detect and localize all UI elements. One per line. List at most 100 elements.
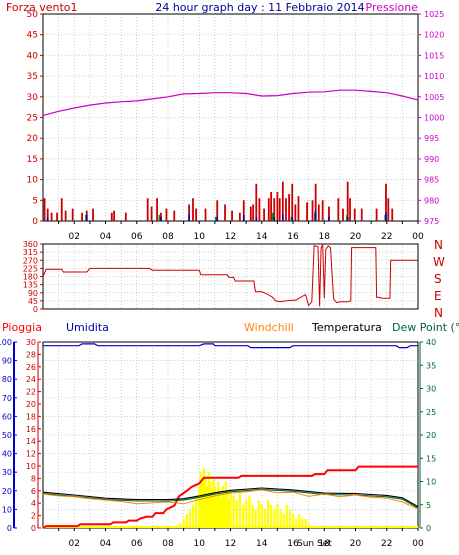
wind-gust-bar [110,212,113,221]
wind-avg-bar [282,214,284,221]
x-tick-label: 02 [69,539,80,549]
wind-gust-bar [56,212,58,221]
wind-gust-bar [297,196,300,221]
pressure-y-tick-label: 990 [424,155,439,164]
wind-avg-bar [255,216,258,221]
wind-gust-bar [314,183,317,221]
pressure-y-tick-label: 1020 [424,31,444,40]
pressure-line [42,89,419,116]
rain-rate-bar [301,518,304,528]
wind-gust-bar [71,208,74,221]
rain-rate-bar [227,500,231,528]
wind-gust-bar [146,198,149,221]
rain-rate-bar [202,467,206,528]
rain-rate-bar [238,490,242,528]
compass-s: S [434,272,442,286]
pressure-y-tick-label: 1025 [424,10,444,19]
wind-y-tick-label: 25 [27,114,38,124]
pressure-y-tick-label: 980 [424,196,439,205]
graph-title: 24 hour graph day : 11 Febbraio 2014 [155,1,364,14]
windchill-legend: Windchill [244,321,294,334]
x-tick-label: 00 [412,539,424,549]
humidity-y-tick-label: 4 [31,499,36,508]
wind-gust-bar [294,204,297,221]
rain-rate-bar [226,490,229,528]
temperature-y-tick-label: 15 [426,454,436,463]
rain-rate-bar [276,504,279,528]
x-tick-label: 18 [319,539,331,549]
humidity-legend: Umidita [66,321,109,334]
wind-gust-bar [353,208,356,221]
rain-rate-bar [179,523,182,528]
x-tick-label: 06 [131,539,143,549]
rain-rate-bar [217,481,220,528]
rain-rate-bar [232,495,235,528]
sunset-annotation: Sun Set [297,539,332,549]
wind-gust-bar [255,183,258,221]
rain-rate-bar [279,509,282,528]
temperature-legend: Temperatura [311,321,382,334]
wind-gust-bar [43,198,46,221]
wind-gust-bar [328,206,330,221]
windchill-line [42,489,419,510]
pressure-y-tick-label: 1010 [424,72,444,81]
x-tick-label: 18 [319,232,331,242]
pressure-y-tick-label: 985 [424,176,439,185]
x-tick-label: 14 [256,539,268,549]
wind-gust-bar [124,212,127,221]
temperature-y-tick-label: 30 [426,385,436,394]
wind-y-tick-label: 40 [27,51,39,61]
wind-avg-bar [385,212,387,221]
wind-gust-bar [288,194,290,221]
rain-rate-bar [185,514,188,528]
rain-y-tick-label: 60 [2,412,12,421]
x-tick-label: 04 [100,539,112,549]
wind-gust-bar [291,183,294,221]
rain-rate-bar [263,509,267,528]
pressure-y-tick-label: 1015 [424,51,444,60]
dewpoint-legend: Dew Point (°C [392,321,459,334]
humidity-y-tick-label: 24 [26,375,36,384]
rain-rate-bar [218,490,221,528]
wind-gust-bar [346,181,349,221]
x-tick-label: 14 [256,232,268,242]
wind-gust-bar [60,198,63,221]
wind-gust-bar [113,210,115,221]
humidity-line [43,343,418,349]
rain-rate-bar [251,504,254,528]
wind-gust-bar [150,206,153,221]
wind-gust-bar [216,200,219,221]
humidity-y-tick-label: 30 [26,338,36,347]
wind-avg-bar [160,216,162,221]
rain-rate-bar [260,504,263,528]
pressure-axis-label: Pressione [366,1,419,14]
wind-gust-bar [360,208,363,221]
wind-gust-bar [188,204,190,221]
rain-rate-bar [210,490,213,528]
pressure-y-tick-label: 995 [424,134,439,143]
rain-rate-bar [204,476,207,528]
wind-gust-bar [273,198,276,221]
temperature-y-tick-label: 40 [426,338,436,347]
rain-rate-bar [213,486,217,528]
wind-avg-bar [346,216,349,221]
rain-rate-bar [307,523,310,528]
wind-avg-bar [216,216,219,221]
wind-green-bar [214,216,217,221]
temperature-y-tick-label: 5 [426,501,431,510]
rain-rate-bar [235,500,238,528]
rain-rate-bar [212,476,215,528]
rain-rate-bar [288,509,292,528]
wind-gust-bar [385,183,387,221]
rain-rate-bar [192,504,195,528]
rain-rate-bar [188,509,192,528]
wind-gust-bar [317,204,320,221]
direction-y-tick-label: 135 [23,281,38,290]
rain-rate-bar [257,500,260,528]
compass-e: E [434,289,442,303]
humidity-y-tick-label: 22 [26,388,36,397]
wind-gust-bar [192,198,194,221]
x-tick-label: 20 [350,539,362,549]
wind-avg-bar [314,210,317,221]
wind-gust-bar [375,208,378,221]
